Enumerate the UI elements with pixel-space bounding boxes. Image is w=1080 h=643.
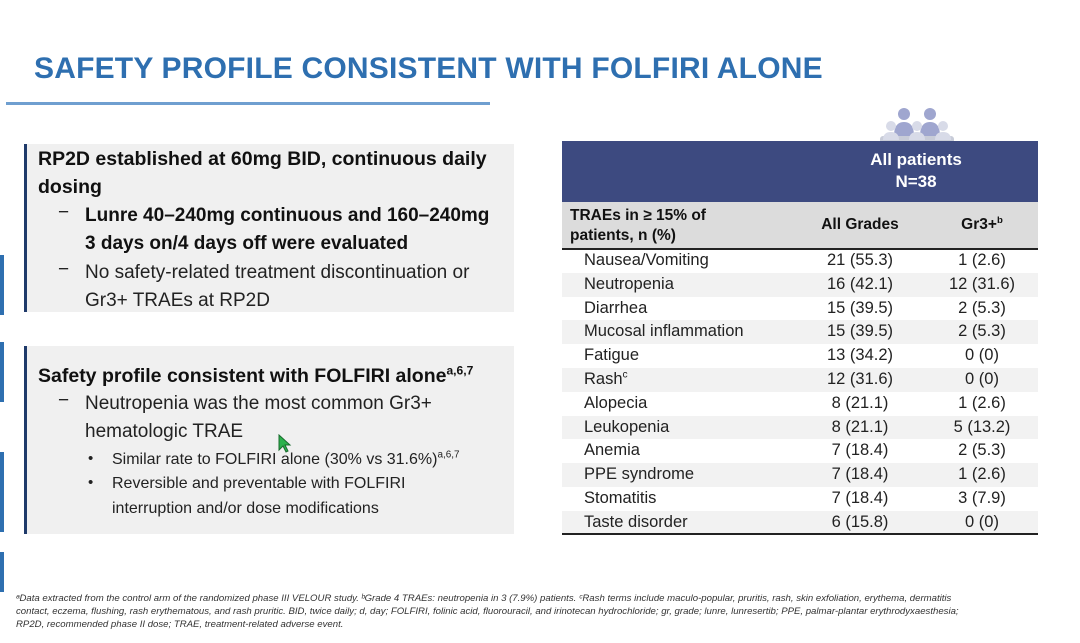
- panel2-bullet2-line1: Reversible and preventable with FOLFIRI: [112, 475, 406, 492]
- panel2-bullet1: Similar rate to FOLFIRI alone (30% vs 31…: [112, 449, 460, 468]
- table-cell-all-grades: 15 (39.5): [826, 322, 894, 341]
- table-group-label: All patients: [870, 150, 962, 169]
- footnote-line2: contact, eczema, flushing, rash erythema…: [16, 606, 959, 617]
- table-cell-all-grades: 12 (31.6): [826, 370, 894, 388]
- table-cell-trae-name: PPE syndrome: [584, 465, 695, 484]
- table-cell-trae-name: Fatigue: [584, 346, 640, 365]
- table-cell-trae-name: Neutropenia: [584, 274, 674, 293]
- table-cell-all-grades: 15 (39.5): [826, 298, 894, 317]
- table-column-header-row: [562, 202, 1038, 250]
- table-group-header: [562, 141, 1038, 202]
- dot-bullet: •: [88, 474, 94, 491]
- column-header-gr3: Gr3+b: [961, 214, 1003, 233]
- table-cell-trae-name: Mucosal inflammation: [584, 322, 744, 341]
- dash-bullet: −: [58, 390, 70, 411]
- left-edge-accent: [0, 552, 4, 592]
- panel1-sub2-line2: Gr3+ TRAEs at RP2D: [85, 290, 270, 311]
- table-cell-trae-name: Rashc: [584, 369, 628, 388]
- table-row: Leukopenia 8 (21.1) 5 (13.2): [562, 415, 1038, 440]
- table-cell-gr3: 12 (31.6): [948, 274, 1016, 293]
- table-cell-all-grades: 8 (21.1): [831, 417, 889, 436]
- panel1-sub1-line2: 3 days on/4 days off were evaluated: [85, 233, 409, 254]
- title-underline: [6, 102, 490, 105]
- dot-bullet: •: [88, 450, 94, 467]
- table-cell-gr3: 1 (2.6): [958, 393, 1006, 412]
- panel2-bullet2-line2: interruption and/or dose modifications: [112, 500, 379, 517]
- table-row: Neutropenia 16 (42.1) 12 (31.6): [562, 272, 1038, 297]
- footnote-line1: ᵃData extracted from the control arm of …: [16, 593, 952, 604]
- column-header-trae: TRAEs in ≥ 15% of patients, n (%): [570, 207, 706, 244]
- dash-bullet: −: [58, 202, 70, 223]
- dash-bullet: −: [58, 259, 70, 280]
- dosing-summary-panel: [24, 144, 514, 312]
- panel1-heading-line2: dosing: [38, 176, 102, 198]
- panel1-sub1-line1: Lunre 40–240mg continuous and 160–240mg: [85, 205, 490, 226]
- left-edge-accent: [0, 452, 4, 532]
- table-group-n: N=38: [895, 172, 937, 191]
- table-cell-all-grades: 13 (34.2): [826, 346, 894, 365]
- table-cell-all-grades: 7 (18.4): [831, 489, 889, 507]
- table-cell-gr3: 2 (5.3): [958, 441, 1006, 460]
- table-cell-gr3: 0 (0): [965, 370, 999, 388]
- table-row: Stomatitis 7 (18.4) 3 (7.9): [562, 487, 1038, 511]
- table-row: Anemia 7 (18.4) 2 (5.3): [562, 439, 1038, 463]
- table-cell-trae-name: Taste disorder: [584, 512, 688, 531]
- table-row: Rashc 12 (31.6) 0 (0): [562, 368, 1038, 392]
- table-cell-all-grades: 7 (18.4): [831, 465, 889, 484]
- slide-title: SAFETY PROFILE CONSISTENT WITH FOLFIRI A…: [34, 52, 823, 85]
- left-edge-accent: [0, 255, 4, 315]
- mouse-cursor-icon: [278, 434, 292, 453]
- table-cell-all-grades: 21 (55.3): [826, 251, 894, 269]
- table-cell-gr3: 5 (13.2): [953, 417, 1011, 436]
- panel2-sub1-line1: Neutropenia was the most common Gr3+: [85, 393, 432, 414]
- table-row: Diarrhea 15 (39.5) 2 (5.3): [562, 297, 1038, 321]
- panel1-heading-line1: RP2D established at 60mg BID, continuous…: [38, 148, 487, 170]
- table-cell-gr3: 2 (5.3): [958, 322, 1006, 341]
- table-bottom-rule: [562, 533, 1038, 535]
- table-row: Mucosal inflammation 15 (39.5) 2 (5.3): [562, 320, 1038, 345]
- table-cell-all-grades: 7 (18.4): [831, 441, 889, 460]
- table-cell-trae-name: Stomatitis: [584, 489, 657, 507]
- safety-profile-panel: [24, 346, 514, 534]
- table-row: Fatigue 13 (34.2) 0 (0): [562, 344, 1038, 368]
- table-cell-all-grades: 16 (42.1): [826, 274, 894, 293]
- table-cell-gr3: 2 (5.3): [958, 298, 1006, 317]
- table-cell-trae-name: Leukopenia: [584, 417, 670, 436]
- left-edge-accent: [0, 342, 4, 402]
- table-cell-gr3: 1 (2.6): [958, 251, 1006, 269]
- table-cell-trae-name: Nausea/Vomiting: [584, 251, 709, 269]
- panel1-sub2-line1: No safety-related treatment discontinuat…: [85, 262, 470, 283]
- table-cell-gr3: 0 (0): [965, 512, 999, 531]
- footnote-line3: RP2D, recommended phase II dose; TRAE, t…: [16, 619, 344, 630]
- panel2-heading: Safety profile consistent with FOLFIRI a…: [38, 363, 474, 387]
- table-cell-gr3: 1 (2.6): [958, 465, 1006, 484]
- table-cell-trae-name: Alopecia: [584, 393, 648, 412]
- column-header-all-grades: All Grades: [821, 216, 899, 233]
- table-row: Nausea/Vomiting 21 (55.3) 1 (2.6): [562, 249, 1038, 273]
- table-cell-gr3: 0 (0): [965, 346, 999, 365]
- table-cell-trae-name: Diarrhea: [584, 298, 648, 317]
- footnote: ᵃData extracted from the control arm of …: [16, 592, 1056, 631]
- table-row: Alopecia 8 (21.1) 1 (2.6): [562, 392, 1038, 416]
- panel2-sub1-line2: hematologic TRAE: [85, 421, 244, 442]
- table-cell-all-grades: 6 (15.8): [831, 512, 889, 531]
- table-cell-trae-name: Anemia: [584, 441, 640, 460]
- table-cell-all-grades: 8 (21.1): [831, 393, 889, 412]
- table-row: Taste disorder 6 (15.8) 0 (0): [562, 510, 1038, 535]
- table-row: PPE syndrome 7 (18.4) 1 (2.6): [562, 463, 1038, 487]
- table-cell-gr3: 3 (7.9): [958, 489, 1006, 507]
